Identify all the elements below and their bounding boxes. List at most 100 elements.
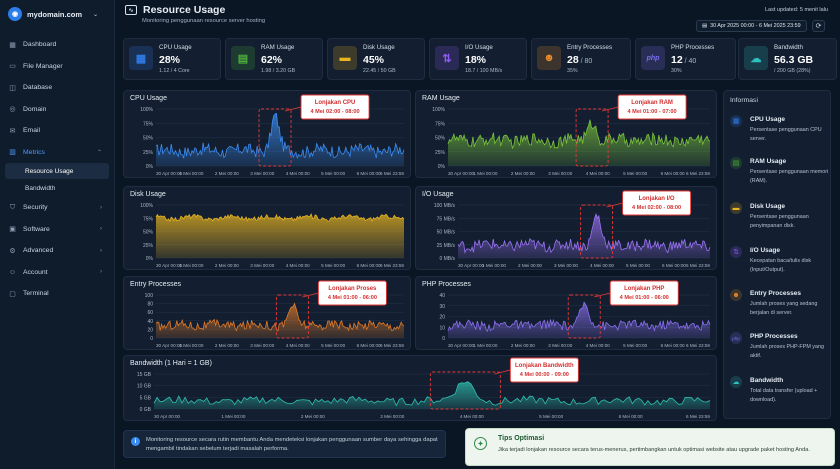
annotation-title: Lonjakan I/O: [639, 196, 675, 202]
sidebar-item-domain[interactable]: ◎ Domain: [0, 99, 114, 121]
gear-icon: ⚙: [9, 247, 16, 255]
panel-title: Disk Usage: [130, 191, 166, 198]
panel-title: Entry Processes: [130, 281, 181, 288]
cloud-icon: ☁: [744, 46, 768, 70]
info-icon: i: [131, 437, 140, 446]
x-tick-label: 3 Mei 00:00: [250, 171, 274, 176]
y-tick-label: 0: [442, 336, 445, 342]
x-tick-label: 3 Mei 00:00: [250, 343, 274, 348]
series-area: [448, 302, 710, 338]
page-title: ∿ Resource Usage: [125, 4, 225, 16]
y-tick-label: 30: [439, 304, 445, 310]
panel-title: RAM Usage: [422, 95, 460, 102]
x-tick-label: 4 Mei 00:00: [586, 171, 610, 176]
annotation-pointer: [494, 369, 511, 375]
chevron-down-icon: ⌄: [93, 11, 99, 18]
y-tick-label: 20: [439, 315, 445, 321]
refresh-button[interactable]: ⟳: [812, 20, 825, 32]
annotation-pointer: [601, 106, 619, 112]
sidebar-item-software[interactable]: ▣ Software ›: [0, 219, 114, 241]
domain-logo-icon: ◉: [8, 7, 22, 21]
sidebar-item-dashboard[interactable]: ▦ Dashboard: [0, 34, 114, 56]
x-tick-label: 5 Mei 00:00: [321, 263, 345, 268]
annotation-box: [509, 357, 579, 383]
y-tick-label: 10 GB: [137, 384, 152, 390]
sidebar-nav: ▦ Dashboard ▭ File Manager ◫ Database ◎ Doma…: [0, 34, 114, 305]
x-tick-label: 6 Mei 00:00: [619, 414, 643, 419]
annotation-title: Lonjakan Proses: [328, 286, 377, 292]
spike-highlight: [580, 204, 614, 259]
sidebar-item-terminal[interactable]: ▢ Terminal: [0, 283, 114, 305]
disk-usage-panel: Disk Usage 100% 75% 50% 25% 0% 30 Apr 00:00 1 …: [123, 186, 411, 270]
x-tick-label: 4 Mei 00:00: [286, 263, 310, 268]
y-tick-label: 75%: [143, 216, 154, 222]
x-tick-label: 30 Apr 00:00: [448, 343, 474, 348]
chevron-up-icon: ⌃: [96, 149, 102, 156]
annotation-box: [617, 94, 687, 120]
info-item-title: Disk Usage: [750, 203, 786, 210]
sidebar-item-security[interactable]: ⛉ Security ›: [0, 197, 114, 219]
sidebar-item-email[interactable]: ✉ Email: [0, 120, 114, 142]
tip-text: Jika terjadi lonjakan resource secara te…: [498, 447, 810, 453]
entry-processes-chart: 100 80 60 40 20 030 Apr 00:001 Mei 00:00 2 Mei…: [145, 280, 404, 348]
x-tick-label: 6 Mei 23:59: [686, 171, 710, 176]
sidebar-item-label: File Manager: [23, 62, 63, 70]
sidebar-item-label: Metrics: [23, 148, 45, 156]
x-tick-label: 4 Mei 00:00: [590, 263, 614, 268]
stat-value: 62%: [261, 54, 283, 66]
stat-card: ▦ CPU Usage 28% 1.12 / 4 Core: [123, 38, 221, 80]
terminal-icon: ▢: [9, 290, 16, 298]
chevron-right-icon: ›: [100, 247, 102, 254]
sidebar: ◉ mydomain.com ⌄ ▦ Dashboard ▭ File Manage…: [0, 0, 115, 469]
panel-title: Bandwidth (1 Hari = 1 GB): [130, 360, 212, 367]
series-line: [457, 212, 711, 254]
spike-highlight: [275, 294, 309, 339]
info-item-desc: Jumlah proses PHP-FPM yang aktif.: [750, 344, 824, 359]
sidebar-subitem-resource-usage[interactable]: Resource Usage: [5, 163, 109, 179]
x-tick-label: 6 Mei 23:59: [380, 343, 404, 348]
mail-icon: ✉: [9, 127, 16, 135]
x-tick-label: 4 Mei 00:00: [286, 343, 310, 348]
bandwidth-panel: Bandwidth (1 Hari = 1 GB) 15 GB 10 GB 5 GB…: [123, 355, 717, 421]
date-range-picker[interactable]: ▤ 30 Apr 2025 00:00 - 6 Mei 2025 23:59: [696, 20, 807, 32]
spike-highlight: [567, 294, 601, 339]
x-tick-label: 1 Mei 00:00: [221, 414, 245, 419]
x-tick-label: 2 Mei 00:00: [215, 171, 239, 176]
domain-selector[interactable]: ◉ mydomain.com ⌄: [0, 0, 114, 28]
y-tick-label: 50%: [143, 136, 154, 142]
sidebar-subitem-bandwidth[interactable]: Bandwidth: [25, 184, 56, 192]
x-tick-label: 4 Mei 00:00: [586, 343, 610, 348]
panel-title: I/O Usage: [422, 191, 454, 198]
sidebar-item-advanced[interactable]: ⚙ Advanced ›: [0, 240, 114, 262]
sidebar-item-database[interactable]: ◫ Database: [0, 77, 114, 99]
x-tick-label: 2 Mei 00:00: [518, 263, 542, 268]
annotation-pointer: [606, 202, 623, 208]
x-tick-label: 6 Mei 00:00: [357, 263, 381, 268]
stat-detail: 22.45 / 50 GB: [363, 68, 396, 74]
panel-title: PHP Processes: [422, 281, 471, 288]
x-tick-label: 6 Mei 00:00: [357, 171, 381, 176]
stat-value: 12 / 40: [671, 54, 697, 66]
sidebar-item-file-manager[interactable]: ▭ File Manager: [0, 56, 114, 78]
y-tick-label: 40: [439, 293, 445, 299]
ram-usage-chart: 100% 75% 50% 25% 0%30 Apr 00:00 1 Mei 00:00 2 …: [432, 94, 710, 176]
info-item-desc: Total data transfer (upload + download).: [750, 388, 818, 403]
sidebar-item-account[interactable]: ☺ Account ›: [0, 262, 114, 284]
series-area: [156, 214, 404, 258]
y-tick-label: 50%: [435, 136, 446, 142]
domain-name: mydomain.com: [27, 9, 83, 19]
info-item-title: Entry Processes: [750, 290, 801, 297]
stat-card: ☻ Entry Processes 28 / 80 35%: [531, 38, 631, 80]
sidebar-item-metrics[interactable]: ▥ Metrics ⌃: [0, 142, 114, 164]
info-item-title: CPU Usage: [750, 116, 786, 123]
x-tick-label: 5 Mei 00:00: [623, 343, 647, 348]
optimization-tip: ✦ Tips Optimasi Jika terjadi lonjakan re…: [465, 428, 835, 466]
io-usage-chart: 100 MB/s 75 MB/s 50 MB/s 25 MB/s 0 MB/s30 Ap…: [434, 190, 711, 268]
x-tick-label: 3 Mei 00:00: [548, 343, 572, 348]
sidebar-item-label: Security: [23, 204, 48, 212]
database-icon: ◫: [9, 84, 16, 92]
spike-highlight: [575, 108, 609, 167]
y-tick-label: 75%: [435, 121, 446, 127]
x-tick-label: 3 Mei 00:00: [250, 263, 274, 268]
stat-detail: 30%: [671, 68, 682, 74]
